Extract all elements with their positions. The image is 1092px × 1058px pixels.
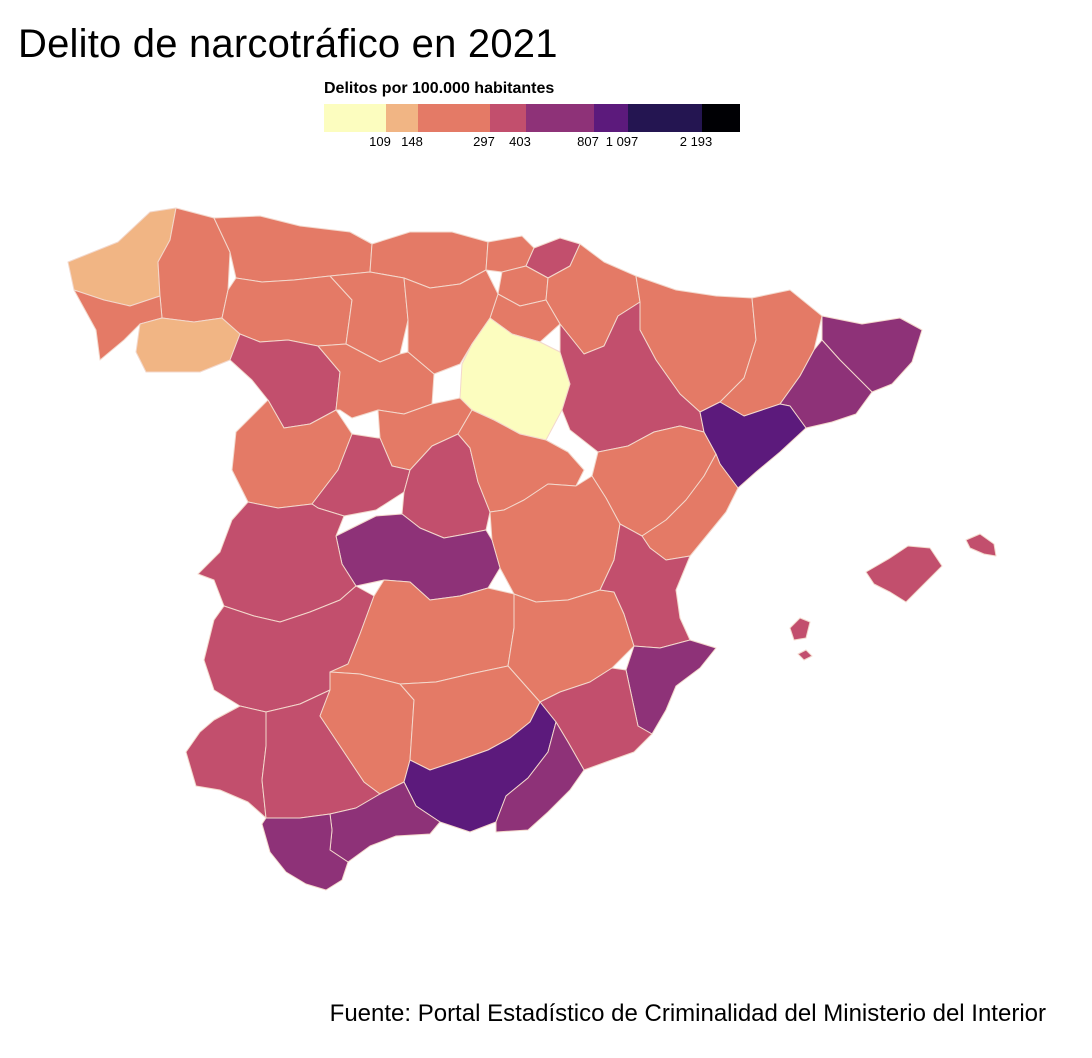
legend-tick-4: 403: [509, 134, 531, 149]
map-title: Delito de narcotráfico en 2021: [18, 22, 558, 66]
region-formentera: [797, 649, 813, 661]
region-toledo: [335, 513, 501, 601]
legend-swatch-2: [386, 104, 418, 132]
region-mallorca: [865, 545, 943, 603]
legend-swatch-4: [490, 104, 526, 132]
legend-swatch-7: [628, 104, 702, 132]
legend-title: Delitos por 100.000 habitantes: [324, 80, 555, 97]
region-valencia: [599, 523, 691, 649]
region-ourense: [135, 317, 241, 373]
legend-swatch-8: [702, 104, 740, 132]
legend-tick-7: 2 193: [679, 134, 713, 149]
legend-tick-2: 148: [401, 134, 423, 149]
legend-tick-3: 297: [473, 134, 495, 149]
legend-swatch-6: [594, 104, 628, 132]
legend-tick-5: 807: [577, 134, 599, 149]
region-ibiza: [789, 617, 811, 641]
region-almeria: [495, 721, 585, 833]
region-asturias: [213, 215, 373, 283]
region-cadiz: [261, 813, 349, 891]
legend-swatch-3: [418, 104, 490, 132]
legend-tick-6: 1 097: [605, 134, 639, 149]
source-note: Fuente: Portal Estadístico de Criminalid…: [329, 1000, 1046, 1027]
region-alicante: [625, 639, 717, 735]
color-legend: Delitos por 100.000 habitantes 109 148 2…: [318, 78, 748, 158]
region-huelva: [185, 705, 267, 819]
legend-swatch-5: [526, 104, 594, 132]
region-tarragona: [699, 401, 807, 489]
legend-swatch-1: [324, 104, 386, 132]
legend-bar: [324, 104, 740, 132]
region-menorca: [965, 533, 997, 557]
legend-tick-1: 109: [369, 134, 391, 149]
